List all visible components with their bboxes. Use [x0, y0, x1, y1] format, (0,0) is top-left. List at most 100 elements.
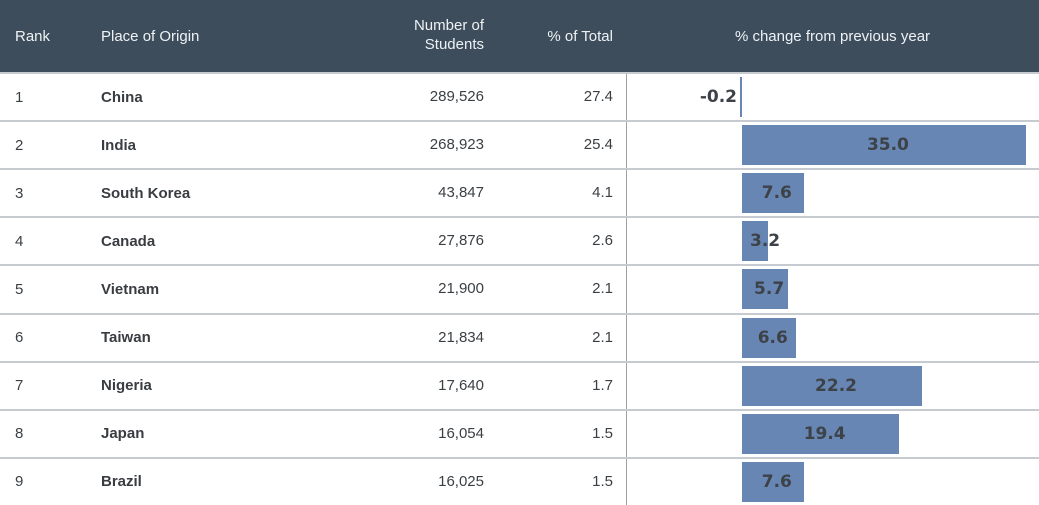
- cell-rank: 3: [0, 170, 86, 216]
- cell-pct-total: 25.4: [492, 122, 626, 168]
- cell-rank: 5: [0, 266, 86, 312]
- cell-students: 16,025: [336, 459, 492, 505]
- cell-students: 27,876: [336, 218, 492, 264]
- pct-total-value: 1.5: [592, 424, 613, 442]
- students-value: 268,923: [429, 136, 484, 154]
- rank-value: 1: [15, 88, 24, 106]
- cell-students: 17,640: [336, 363, 492, 409]
- rank-value: 5: [15, 280, 24, 298]
- pct-total-value: 4.1: [592, 184, 613, 202]
- pct-change-value: 22.2: [815, 375, 857, 396]
- pct-change-value: 5.7: [754, 279, 785, 300]
- pct-total-value: 1.5: [592, 472, 613, 490]
- cell-rank: 6: [0, 315, 86, 361]
- cell-pct-total: 27.4: [492, 74, 626, 120]
- place-name: China: [101, 88, 143, 106]
- table-row: 8 Japan 16,054 1.5 19.4: [0, 410, 1039, 459]
- rank-value: 7: [15, 377, 24, 395]
- cell-place: China: [86, 74, 336, 120]
- students-value: 16,025: [438, 472, 484, 490]
- cell-pct-change-bar: 6.6: [626, 314, 1039, 361]
- table-header-row: Rank Place of Origin Number of Students …: [0, 0, 1039, 74]
- students-value: 17,640: [438, 376, 484, 394]
- rank-value: 9: [15, 473, 24, 491]
- pct-total-value: 27.4: [583, 88, 613, 105]
- cell-pct-total: 1.7: [492, 363, 626, 409]
- cell-pct-change-bar: 19.4: [626, 410, 1039, 457]
- students-value: 289,526: [429, 88, 484, 105]
- pct-total-value: 2.6: [592, 232, 613, 250]
- pct-change-value: 7.6: [761, 471, 792, 492]
- pct-total-value: 1.7: [592, 376, 613, 394]
- cell-place: Canada: [86, 218, 336, 264]
- cell-pct-change-bar: 35.0: [626, 122, 1039, 169]
- table-row: 5 Vietnam 21,900 2.1 5.7: [0, 266, 1039, 315]
- cell-rank: 4: [0, 218, 86, 264]
- cell-pct-total: 2.1: [492, 315, 626, 361]
- header-rank: Rank: [0, 0, 86, 72]
- table-row: 4 Canada 27,876 2.6 3.2: [0, 218, 1039, 267]
- pct-change-bar: 35.0: [742, 125, 1026, 166]
- cell-rank: 7: [0, 363, 86, 409]
- place-name: Nigeria: [101, 377, 152, 395]
- cell-students: 289,526: [336, 74, 492, 120]
- students-value: 16,054: [438, 424, 484, 442]
- header-students-label: Number of Students: [413, 17, 484, 53]
- pct-change-bar: 7.6: [742, 173, 804, 214]
- header-pct-total-label: % of Total: [547, 27, 613, 45]
- cell-pct-total: 1.5: [492, 459, 626, 505]
- place-name: Taiwan: [101, 329, 151, 347]
- header-pct-change: % change from previous year: [626, 0, 1039, 72]
- cell-place: Brazil: [86, 459, 336, 505]
- cell-students: 43,847: [336, 170, 492, 216]
- cell-pct-total: 2.1: [492, 266, 626, 312]
- cell-rank: 1: [0, 74, 86, 120]
- students-value: 27,876: [438, 232, 484, 250]
- cell-rank: 8: [0, 411, 86, 457]
- cell-pct-total: 4.1: [492, 170, 626, 216]
- cell-pct-total: 2.6: [492, 218, 626, 264]
- cell-rank: 9: [0, 459, 86, 505]
- place-name: South Korea: [101, 184, 191, 202]
- cell-place: Nigeria: [86, 363, 336, 409]
- rank-value: 2: [15, 136, 24, 154]
- table-row: 6 Taiwan 21,834 2.1 6.6: [0, 314, 1039, 363]
- rank-value: 3: [15, 184, 24, 202]
- place-name: Brazil: [101, 473, 142, 491]
- pct-change-value: 35.0: [866, 135, 909, 156]
- header-students: Number of Students: [336, 0, 492, 72]
- cell-pct-change-bar: 7.6: [626, 458, 1039, 505]
- cell-students: 16,054: [336, 411, 492, 457]
- cell-place: Japan: [86, 411, 336, 457]
- pct-change-value: 19.4: [803, 423, 846, 444]
- cell-place: Vietnam: [86, 266, 336, 312]
- cell-rank: 2: [0, 122, 86, 168]
- students-value: 43,847: [438, 184, 484, 202]
- pct-change-bar: 19.4: [742, 413, 900, 454]
- pct-change-bar: 3.2: [742, 221, 780, 262]
- header-pct-total: % of Total: [492, 0, 626, 72]
- pct-change-bar: 7.6: [742, 461, 804, 502]
- pct-change-value: -0.2: [699, 87, 737, 108]
- rank-value: 6: [15, 329, 24, 347]
- cell-students: 268,923: [336, 122, 492, 168]
- pct-change-bar: [740, 77, 742, 118]
- table-body: 1 China 289,526 27.4 -0.2 2 India 268,92…: [0, 74, 1039, 505]
- pct-change-bar: 5.7: [742, 269, 789, 310]
- place-name: Canada: [101, 232, 156, 250]
- cell-pct-change-bar: 5.7: [626, 266, 1039, 313]
- table-row: 1 China 289,526 27.4 -0.2: [0, 74, 1039, 123]
- pct-change-bar: 22.2: [742, 365, 923, 406]
- rank-value: 8: [15, 425, 24, 443]
- cell-pct-change-bar: 22.2: [626, 362, 1039, 409]
- cell-place: Taiwan: [86, 315, 336, 361]
- rank-value: 4: [15, 232, 24, 250]
- table-row: 3 South Korea 43,847 4.1 7.6: [0, 170, 1039, 219]
- cell-pct-total: 1.5: [492, 411, 626, 457]
- header-pct-change-label: % change from previous year: [734, 27, 931, 45]
- table-row: 9 Brazil 16,025 1.5 7.6: [0, 458, 1039, 505]
- header-rank-label: Rank: [15, 27, 51, 45]
- place-name: India: [101, 136, 137, 154]
- header-place-label: Place of Origin: [101, 27, 200, 45]
